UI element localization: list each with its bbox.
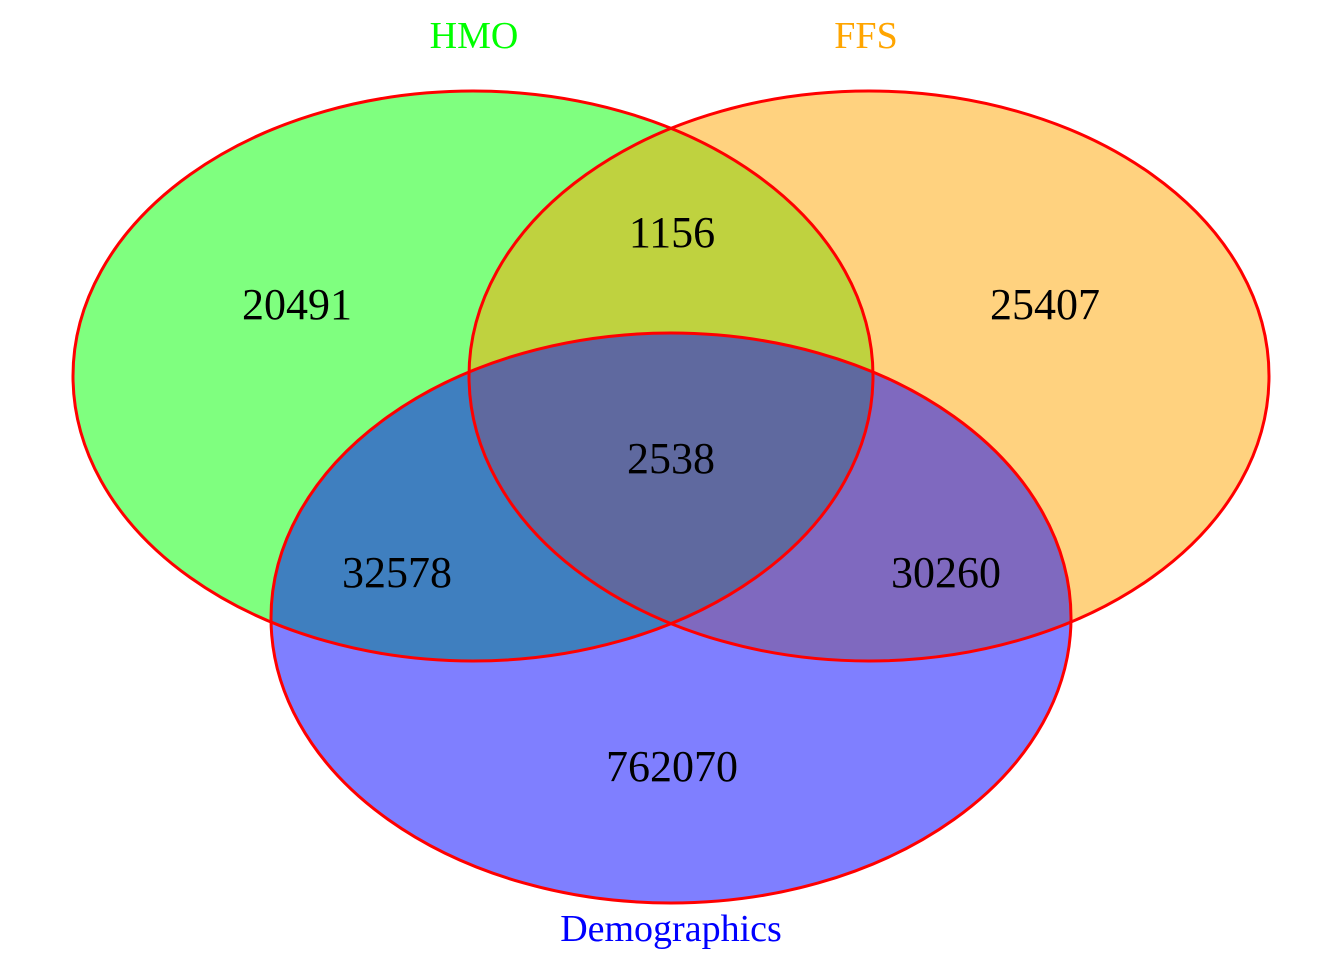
hmo-only-count: 20491 (242, 280, 352, 329)
demographics-set-label: Demographics (560, 908, 782, 950)
demographics-set-ellipse (271, 333, 1071, 903)
all-three-count: 2538 (627, 434, 715, 483)
hmo-demographics-count: 32578 (342, 548, 452, 597)
hmo-ffs-count: 1156 (629, 208, 715, 257)
hmo-set-label: HMO (430, 15, 519, 57)
ffs-set-label: FFS (834, 15, 897, 57)
hmo-set-outline (71, 89, 875, 663)
ffs-only-count: 25407 (990, 280, 1100, 329)
ffs-set-outline (467, 89, 1271, 663)
demographics-set-outline (269, 331, 1073, 905)
demographics-only-count: 762070 (606, 742, 738, 791)
ffs-demographics-count: 30260 (891, 548, 1001, 597)
